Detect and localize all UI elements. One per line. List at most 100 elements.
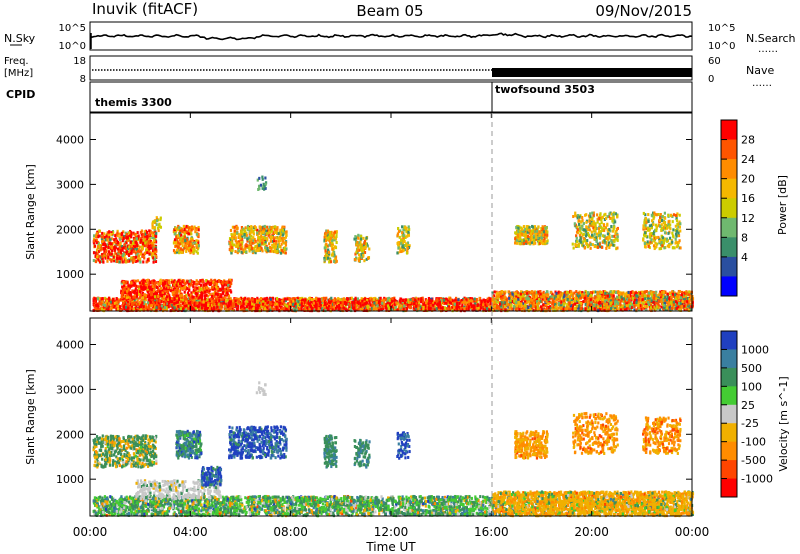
range-cell bbox=[213, 302, 216, 306]
range-cell bbox=[491, 295, 494, 299]
range-cell bbox=[523, 307, 526, 311]
range-cell bbox=[445, 297, 448, 301]
range-cell bbox=[552, 308, 555, 312]
range-cell bbox=[368, 308, 371, 312]
range-cell bbox=[359, 304, 362, 308]
range-cell bbox=[634, 303, 637, 307]
range-cell bbox=[176, 300, 180, 304]
range-cell bbox=[221, 286, 225, 290]
range-cell bbox=[231, 304, 234, 308]
range-cell bbox=[245, 302, 248, 306]
range-cell bbox=[560, 306, 563, 310]
range-cell bbox=[594, 299, 597, 303]
range-cell bbox=[98, 307, 101, 311]
range-cell bbox=[650, 293, 653, 297]
range-cell bbox=[358, 303, 361, 307]
range-cell bbox=[533, 291, 536, 295]
range-cell bbox=[170, 303, 173, 307]
range-cell bbox=[188, 306, 191, 310]
range-cell bbox=[609, 299, 612, 303]
range-cell bbox=[539, 292, 542, 296]
range-cell bbox=[529, 304, 532, 308]
range-cell bbox=[315, 306, 318, 310]
range-cell bbox=[577, 306, 580, 310]
range-cell bbox=[362, 304, 366, 308]
range-cell bbox=[212, 300, 215, 304]
range-cell bbox=[248, 303, 251, 307]
range-cell bbox=[563, 302, 566, 306]
range-cell bbox=[665, 298, 669, 302]
range-cell bbox=[279, 301, 282, 305]
range-cell bbox=[627, 298, 631, 302]
range-cell bbox=[545, 306, 549, 310]
range-cell bbox=[227, 283, 230, 287]
range-cell bbox=[193, 298, 196, 302]
range-cell bbox=[312, 298, 315, 302]
range-cell bbox=[625, 308, 628, 312]
range-cell bbox=[470, 305, 473, 309]
range-cell bbox=[117, 300, 120, 304]
range-cell bbox=[168, 296, 172, 300]
range-cell bbox=[643, 290, 646, 294]
range-cell bbox=[601, 299, 604, 303]
range-cell bbox=[643, 295, 646, 299]
range-cell bbox=[662, 291, 665, 295]
range-cell bbox=[215, 285, 218, 289]
range-cell bbox=[535, 303, 539, 307]
range-cell bbox=[345, 301, 348, 305]
range-cell bbox=[223, 294, 226, 298]
range-cell bbox=[667, 296, 670, 300]
range-cell bbox=[406, 298, 409, 302]
range-cell bbox=[547, 305, 550, 309]
range-cell bbox=[604, 291, 607, 295]
range-cell bbox=[420, 300, 423, 304]
range-cell bbox=[336, 305, 339, 309]
range-cell bbox=[478, 296, 481, 300]
range-cell bbox=[482, 303, 485, 307]
range-cell bbox=[422, 305, 425, 309]
range-cell bbox=[140, 283, 143, 287]
range-cell bbox=[93, 297, 96, 301]
range-cell bbox=[549, 305, 552, 309]
range-cell bbox=[517, 296, 520, 300]
range-cell bbox=[644, 301, 648, 305]
range-cell bbox=[622, 306, 625, 310]
range-cell bbox=[432, 307, 436, 311]
range-cell bbox=[100, 307, 104, 311]
range-cell bbox=[642, 299, 645, 303]
n-search-label: N.Search bbox=[746, 32, 796, 45]
range-cell bbox=[178, 308, 181, 312]
range-cell bbox=[677, 303, 680, 307]
range-cell bbox=[157, 306, 160, 310]
range-cell bbox=[181, 298, 184, 302]
range-cell bbox=[644, 304, 647, 308]
range-cell bbox=[582, 291, 585, 295]
range-cell bbox=[689, 302, 692, 306]
range-cell bbox=[131, 300, 134, 304]
range-cell bbox=[313, 299, 316, 303]
range-cell bbox=[428, 304, 431, 308]
range-cell bbox=[179, 303, 182, 307]
range-cell bbox=[257, 303, 260, 307]
range-cell bbox=[372, 304, 375, 308]
range-cell bbox=[635, 308, 638, 312]
range-cell bbox=[527, 306, 530, 310]
range-cell bbox=[249, 304, 252, 308]
range-cell bbox=[383, 296, 386, 300]
range-cell bbox=[548, 300, 551, 304]
range-cell bbox=[108, 307, 112, 311]
range-cell bbox=[595, 297, 598, 301]
range-cell bbox=[373, 298, 377, 302]
range-cell bbox=[294, 305, 297, 309]
range-cell bbox=[158, 299, 161, 303]
range-cell bbox=[122, 305, 125, 309]
range-cell bbox=[453, 308, 456, 312]
range-cell bbox=[620, 292, 624, 296]
range-cell bbox=[469, 297, 472, 301]
range-cell bbox=[631, 296, 635, 300]
range-cell bbox=[388, 299, 391, 303]
range-cell bbox=[629, 290, 633, 294]
range-cell bbox=[275, 302, 278, 306]
range-cell bbox=[299, 306, 302, 310]
